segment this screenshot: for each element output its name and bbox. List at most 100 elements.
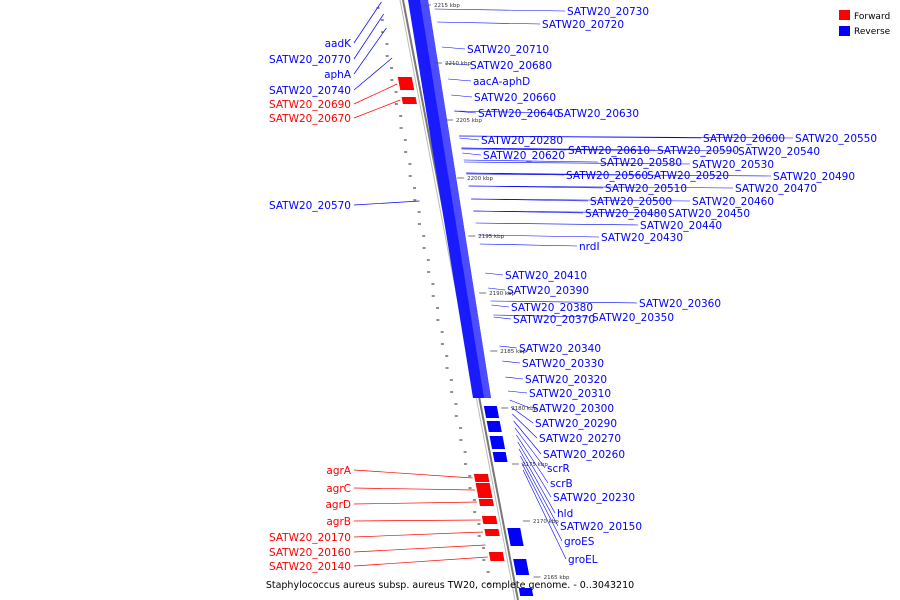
gene-label-right: SATW20_20330 (522, 358, 604, 370)
label-leader (468, 185, 734, 189)
forward-gene (481, 516, 498, 524)
label-leader (522, 469, 567, 560)
gene-label-left: agrD (325, 499, 351, 511)
gene-label-right: SATW20_20710 (467, 44, 549, 56)
gene-label-right: SATW20_20380 (511, 302, 593, 314)
label-leader (353, 501, 478, 505)
forward-gene (473, 474, 490, 482)
reverse-gene (492, 452, 508, 462)
tick-label: 2215 kbp (434, 3, 460, 9)
gene-label-left: aadK (325, 38, 353, 50)
forward-gene (488, 552, 505, 561)
gene-label-right: SATW20_20550 (795, 133, 877, 145)
gene-label-right: SATW20_20630 (557, 108, 639, 120)
label-leader (514, 427, 546, 469)
label-leader (441, 46, 466, 50)
label-leader (461, 147, 656, 151)
tick-label: 2195 kbp (478, 234, 504, 240)
gene-label-right: SATW20_20500 (590, 196, 672, 208)
label-leader (353, 200, 420, 206)
label-leader (353, 13, 384, 60)
gene-label-left: SATW20_20170 (269, 532, 351, 544)
gene-label-right: scrR (547, 463, 570, 475)
label-leader (518, 448, 556, 514)
label-leader (353, 556, 488, 567)
label-leader (353, 83, 398, 105)
gene-label-right: SATW20_20410 (505, 270, 587, 282)
label-leader (461, 148, 737, 152)
label-leader (459, 135, 794, 139)
gene-label-right: SATW20_20730 (567, 6, 649, 18)
label-leader (493, 316, 512, 320)
gene-label-left: agrB (326, 516, 351, 528)
gene-label-right: SATW20_20590 (657, 145, 739, 157)
label-leader (499, 345, 518, 349)
label-leader (516, 434, 549, 484)
gene-label-right: SATW20_20300 (532, 403, 614, 415)
gene-label-left: SATW20_20770 (269, 54, 351, 66)
gene-label-right: SATW20_20720 (542, 19, 624, 31)
label-leader (462, 152, 482, 156)
reverse-gene-blocks (483, 406, 534, 596)
tick-label: 2165 kbp (544, 575, 570, 581)
label-leader (459, 137, 480, 141)
gene-label-right: SATW20_20620 (483, 150, 565, 162)
gene-label-right: SATW20_20480 (585, 208, 667, 220)
label-leader (353, 469, 473, 479)
forward-gene (401, 97, 417, 104)
gene-label-left: SATW20_20740 (269, 85, 351, 97)
gene-label-right: scrB (550, 478, 573, 490)
reverse-gene (507, 528, 524, 546)
label-leader (463, 159, 599, 163)
label-leader (505, 376, 524, 380)
label-leader (520, 455, 559, 527)
tick-label: 2175 kbp (522, 462, 548, 468)
legend-label-forward: Forward (854, 12, 890, 22)
gene-label-right: SATW20_20490 (773, 171, 855, 183)
gene-label-right: SATW20_20390 (507, 285, 589, 297)
gene-label-right: SATW20_20610 (568, 145, 650, 157)
gene-label-left: agrA (326, 465, 351, 477)
gene-label-left: SATW20_20690 (269, 99, 351, 111)
gene-label-right: SATW20_20290 (535, 418, 617, 430)
gene-label-left: agrC (326, 483, 351, 495)
label-leader (437, 21, 541, 25)
gene-label-right: SATW20_20260 (543, 449, 625, 461)
label-leader (353, 57, 393, 91)
label-leader (493, 314, 591, 318)
reverse-gene (483, 406, 500, 418)
label-leader (509, 399, 531, 409)
gene-label-right: SATW20_20270 (539, 433, 621, 445)
legend-label-reverse: Reverse (854, 27, 891, 37)
gene-label-right: groES (564, 536, 595, 548)
forward-gene (475, 483, 493, 498)
legend-swatch-forward (839, 10, 850, 20)
gene-label-right: aacA-aphD (473, 76, 530, 88)
label-leader (448, 78, 472, 82)
label-leader (353, 27, 387, 75)
gene-label-right: SATW20_20310 (529, 388, 611, 400)
gene-label-left: SATW20_20670 (269, 113, 351, 125)
gene-label-right: SATW20_20560 (566, 170, 648, 182)
map-caption: Staphylococcus aureus subsp. aureus TW20… (266, 580, 634, 591)
gene-label-right: SATW20_20600 (703, 133, 785, 145)
tick-label: 2170 kbp (533, 519, 559, 525)
label-leader (507, 390, 528, 394)
tick-label: 2185 kbp (500, 349, 526, 355)
tick-label: 2180 kbp (511, 406, 537, 412)
gene-label-right: SATW20_20510 (605, 183, 687, 195)
label-leader (464, 161, 691, 165)
forward-gene (478, 499, 494, 506)
gene-label-left: SATW20_20160 (269, 547, 351, 559)
gene-label-right: SATW20_20680 (470, 60, 552, 72)
reverse-gene (486, 421, 502, 432)
gene-label-right: SATW20_20360 (639, 298, 721, 310)
gene-label-right: SATW20_20540 (738, 146, 820, 158)
gene-label-right: SATW20_20450 (668, 208, 750, 220)
label-leader (353, 99, 401, 119)
label-leader (473, 210, 667, 214)
label-leader (434, 8, 566, 12)
gene-label-right: SATW20_20660 (474, 92, 556, 104)
